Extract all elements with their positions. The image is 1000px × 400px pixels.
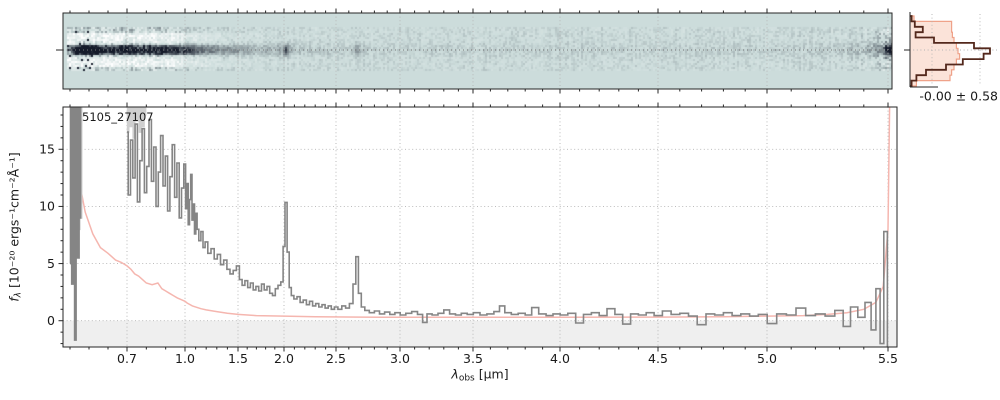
x-tick-label: 3.0 [390, 351, 410, 366]
histogram-reference [910, 15, 961, 87]
object-id-label: 5105_27107 [82, 110, 154, 124]
main-panel-border [62, 106, 898, 348]
masked-spectrum-line [126, 107, 147, 139]
y-axis-subscript: λ [13, 291, 24, 298]
x-tick-label: 1.0 [175, 351, 195, 366]
histogram-line [910, 15, 991, 87]
x-tick-label: 4.0 [550, 351, 570, 366]
x-axis-unit: [μm] [474, 366, 509, 382]
y-tick-label: 15 [39, 141, 55, 156]
spec2d-panel-border [62, 12, 893, 90]
y-axis-unit: [10⁻²⁰ ergs⁻¹cm⁻²Å⁻¹] [6, 152, 22, 292]
x-tick-label: 5.0 [757, 351, 777, 366]
x-tick-label: 5.5 [878, 351, 898, 366]
x-tick-label: 2.5 [326, 351, 346, 366]
below-zero-band [63, 320, 897, 347]
x-axis-symbol: λ [451, 366, 459, 382]
y-tick-label: 10 [39, 199, 55, 214]
y-tick-label: 0 [47, 313, 55, 328]
histogram-stats-label: -0.00 ± 0.58 [919, 88, 998, 104]
x-tick-label: 4.5 [648, 351, 668, 366]
y-tick-label: 5 [47, 256, 55, 271]
y-axis-label: fλ [10⁻²⁰ ergs⁻¹cm⁻²Å⁻¹] [7, 152, 24, 301]
x-tick-label: 2.0 [274, 351, 294, 366]
x-tick-label: 1.5 [228, 351, 248, 366]
spectrum-line [69, 107, 889, 347]
spectrum-lines-group [69, 107, 891, 347]
x-axis-subscript: obs [458, 373, 475, 384]
y-axis-symbol: f [6, 297, 22, 302]
x-tick-label: 3.5 [463, 351, 483, 366]
x-tick-label: 0.7 [117, 351, 137, 366]
spec2d-image [63, 13, 892, 89]
x-axis-label: λobs [μm] [451, 367, 508, 384]
